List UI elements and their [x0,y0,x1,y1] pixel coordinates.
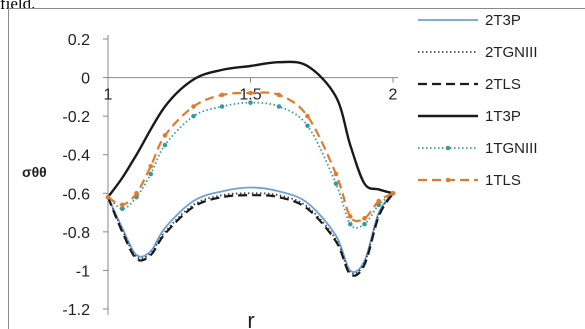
series-point-1tls [105,194,111,200]
series-point-1tls [248,90,253,96]
series-point-1tgniii [119,206,125,212]
legend-label-1tls: 1TLS [485,172,521,189]
series-line-2tgniii [107,192,394,275]
series-point-1tls [219,92,225,98]
legend-label-2tgniii: 2TGNIII [485,44,538,61]
legend-label-2tls: 2TLS [485,76,521,93]
series-point-1tls [148,163,154,169]
y-tick-label: -0.4 [62,148,90,165]
y-axis-label: σθθ [22,164,47,180]
legend: 2T3P 2TGNIII 2TLS 1T3P 1TGNIII 1TLS [418,12,538,189]
legend-marker-1tgniii [445,145,451,151]
x-tick-label: 1 [104,87,113,104]
series-point-1tls [134,190,139,196]
series-layer [105,60,396,277]
series-point-1tgniii [219,104,225,109]
legend-label-2t3p: 2T3P [485,12,521,29]
series-point-1tls [276,92,282,98]
y-tick-label: -0.2 [62,109,90,126]
legend-marker-1tls [445,177,451,183]
series-point-1tgniii [276,104,282,109]
series-point-1tls [390,190,396,196]
series-point-1tls [119,202,125,208]
series-point-1tgniii [362,221,367,227]
series-point-1tls [162,133,168,138]
series-line-1t3p [107,60,394,198]
series-point-1tgniii [148,171,154,177]
legend-label-1tgniii: 1TGNIII [485,140,538,157]
series-point-1tgniii [248,100,253,105]
series-line-1tls [107,91,394,223]
y-tick-label: 0.2 [68,32,90,49]
axes: 0.20-0.2-0.4-0.6-0.8-1-1.211.52 [62,32,398,319]
y-tick-label: -0.6 [62,186,90,203]
series-point-1tgniii [305,123,310,129]
series-point-1tls [305,113,310,119]
y-tick-label: -1.2 [62,302,90,319]
series-point-1tgniii [191,113,196,119]
series-point-1tls [376,198,382,204]
y-tick-label: 0 [81,71,90,88]
y-tick-label: -0.8 [62,225,90,242]
series-point-1tls [333,171,339,177]
series-point-1tgniii [333,181,339,186]
y-tick-label: -1 [76,263,90,280]
chart-frame [8,8,585,329]
series-point-1tgniii [162,142,168,148]
legend-label-1t3p: 1T3P [485,108,521,125]
x-tick-label: 2 [389,87,398,104]
series-point-1tls [191,104,196,109]
series-point-1tls [347,214,353,219]
series-line-2tls [106,192,394,277]
series-point-1tgniii [347,221,353,227]
series-point-1tls [362,216,367,221]
x-axis-label: r [247,308,254,329]
series-line-2t3p [107,186,394,273]
